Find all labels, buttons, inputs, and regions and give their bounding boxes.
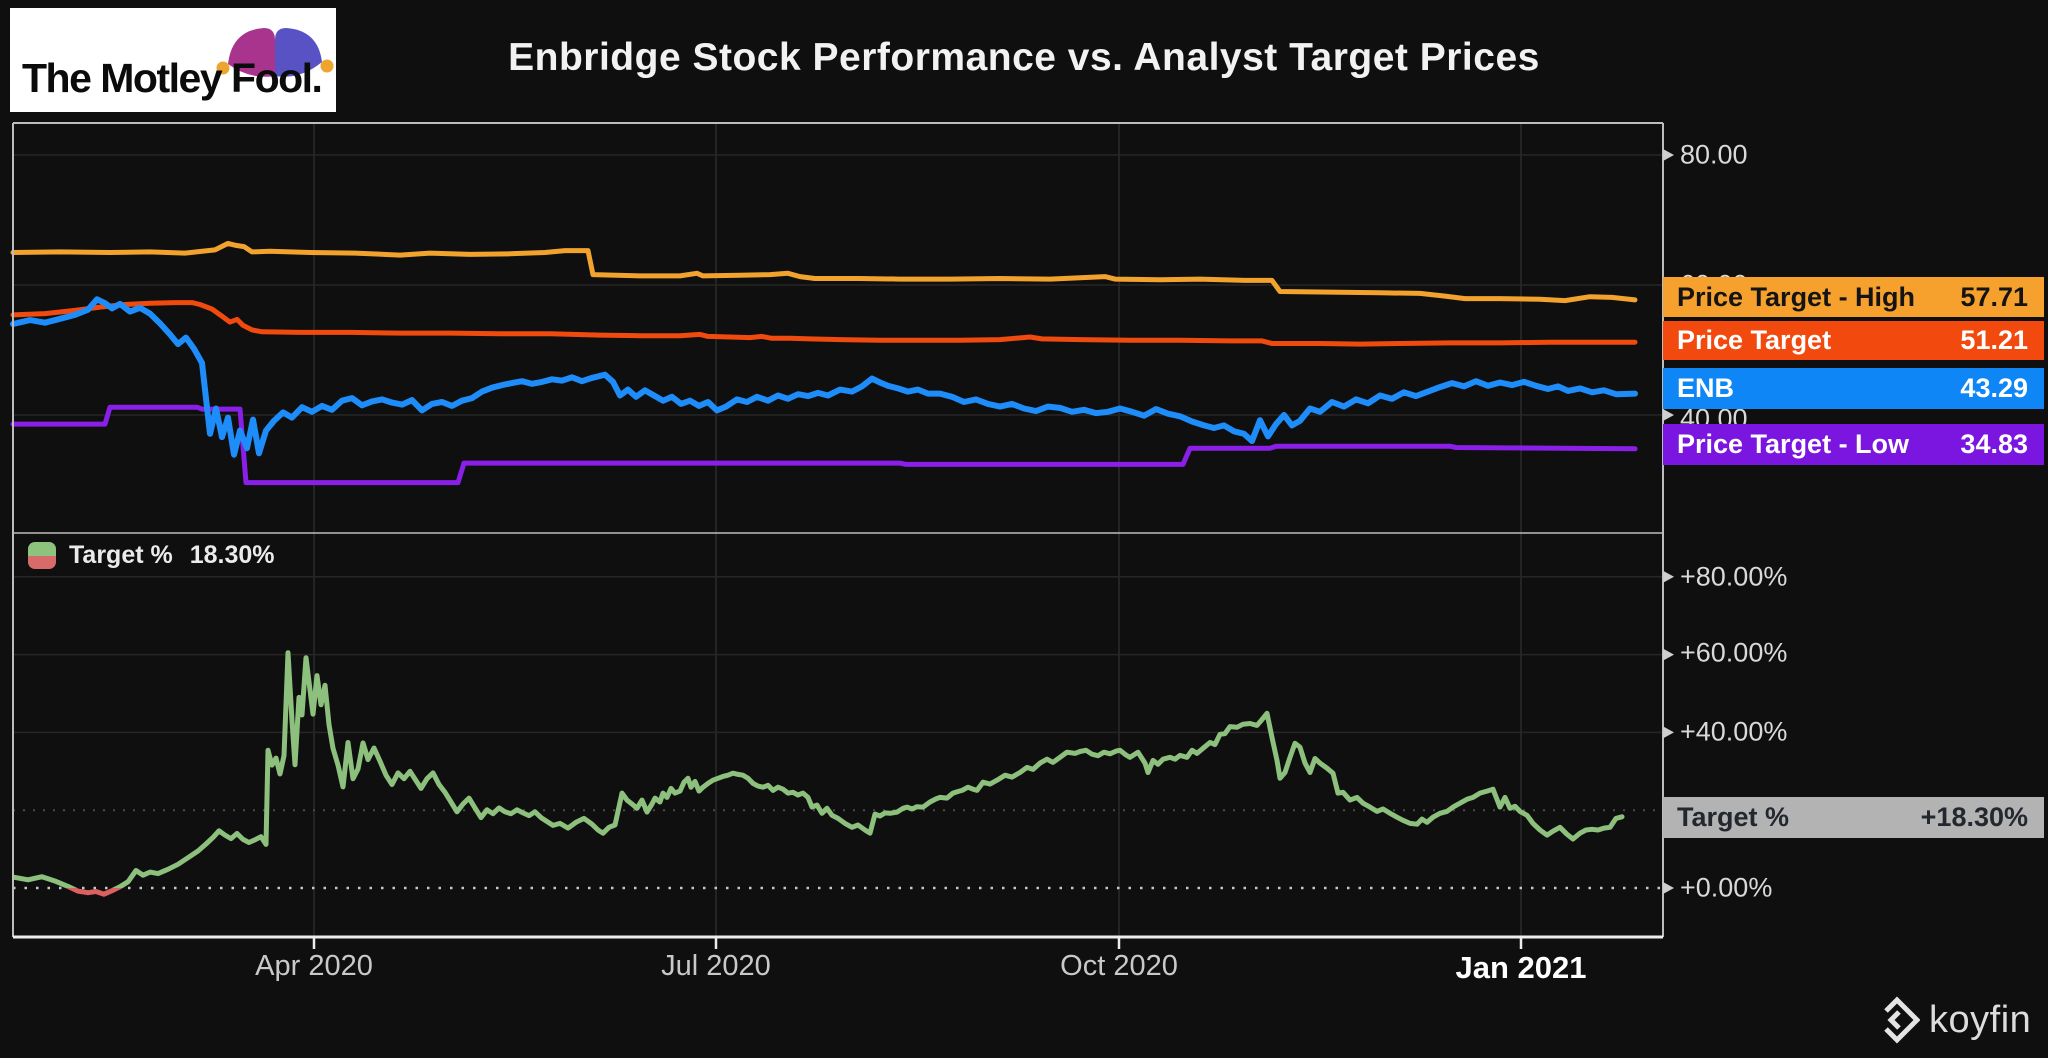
target-pct-legend: Target % 18.30% [28, 541, 275, 570]
pct-axis-tick-80: +80.00% [1680, 561, 1788, 592]
price-flag-target: Price Target 51.21 [1663, 321, 2044, 360]
x-axis-label-oct-2020: Oct 2020 [1060, 950, 1178, 982]
price-flag-name: Price Target - Low [1677, 429, 1910, 459]
x-axis-label-jan-2021: Jan 2021 [1455, 950, 1587, 985]
target-pct-legend-swatch-icon [28, 542, 56, 569]
koyfin-brand-text: koyfin [1929, 998, 2032, 1041]
price-flag-name: Price Target [1677, 325, 1832, 355]
x-axis-label-jul-2020: Jul 2020 [661, 950, 771, 982]
price-flag-enb: ENB 43.29 [1663, 368, 2044, 409]
price-flag-name: ENB [1677, 373, 1735, 403]
price-axis-tick-80: 80.00 [1680, 139, 1748, 170]
target-pct-flag-value: +18.30% [1920, 802, 2028, 832]
legend-label: Target % [69, 541, 173, 569]
legend-swatch-green [28, 542, 56, 556]
price-flag-value: 43.29 [1960, 373, 2028, 403]
legend-swatch-red [28, 555, 56, 569]
target-pct-flag: Target % +18.30% [1663, 797, 2044, 838]
price-flag-target-low: Price Target - Low 34.83 [1663, 424, 2044, 465]
price-flag-value: 51.21 [1960, 325, 2028, 355]
pct-axis-tick-60: +60.00% [1680, 637, 1788, 668]
x-axis-label-apr-2020: Apr 2020 [255, 950, 373, 982]
pct-axis-tick-40: +40.00% [1680, 716, 1788, 747]
jester-hat-icon [216, 28, 334, 77]
koyfin-icon [1884, 996, 1920, 1044]
price-flag-value: 34.83 [1960, 429, 2028, 459]
page-title: Enbridge Stock Performance vs. Analyst T… [508, 36, 1540, 79]
koyfin-watermark: koyfin [1872, 996, 2031, 1044]
pct-axis-tick-0: +0.00% [1680, 872, 1773, 903]
price-flag-target-high: Price Target - High 57.71 [1663, 277, 2044, 317]
price-flag-name: Price Target - High [1677, 281, 1916, 312]
target-pct-flag-name: Target % [1677, 802, 1790, 832]
legend-value: 18.30% [189, 541, 275, 569]
motley-fool-logo: The Motley Fool. [10, 8, 336, 112]
price-flag-value: 57.71 [1960, 281, 2028, 312]
motley-fool-logo-text: The Motley Fool. [22, 55, 323, 101]
